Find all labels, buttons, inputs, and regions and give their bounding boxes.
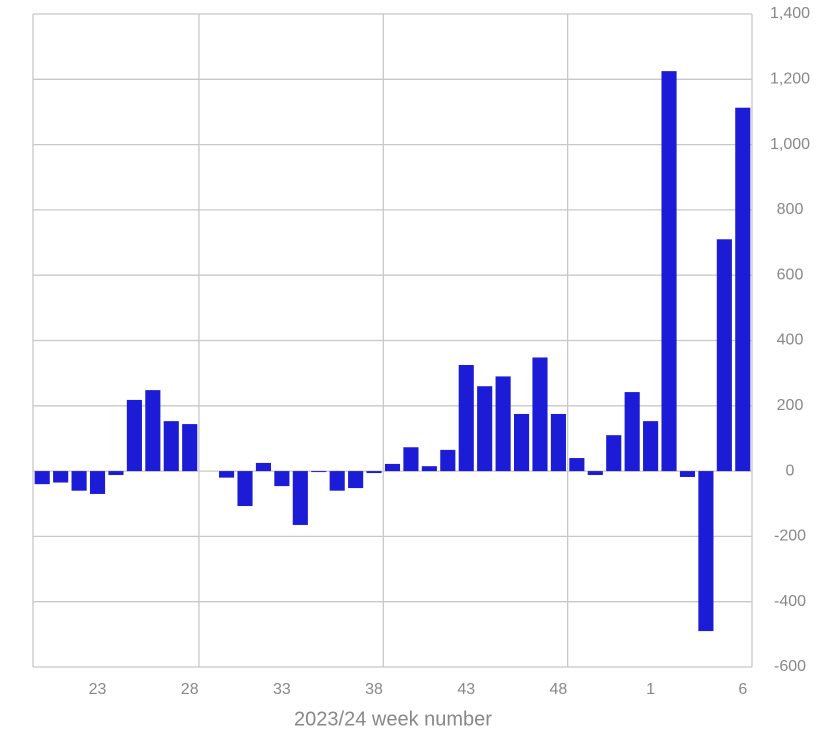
x-tick-label: 1 — [646, 681, 655, 698]
y-tick-label: 200 — [777, 397, 804, 414]
bar — [108, 471, 124, 476]
y-tick-label: 600 — [777, 266, 804, 283]
bar — [274, 471, 290, 487]
y-tick-label: 1,200 — [770, 71, 810, 88]
bar — [384, 463, 401, 472]
y-tick-label: 800 — [777, 201, 804, 218]
bar — [458, 364, 474, 472]
bar — [440, 449, 456, 472]
x-axis-label: 2023/24 week number — [294, 708, 492, 730]
bar — [219, 471, 235, 478]
x-tick-label: 43 — [457, 681, 475, 698]
bar — [403, 447, 419, 472]
bar — [366, 471, 382, 474]
y-tick-label: 1,400 — [770, 5, 810, 22]
bar — [71, 471, 87, 491]
bar — [145, 390, 161, 472]
x-tick-label: 6 — [738, 681, 747, 698]
bar — [550, 413, 566, 472]
bar — [735, 107, 751, 472]
bar — [532, 357, 548, 472]
bar — [661, 71, 677, 472]
y-tick-label: -400 — [774, 593, 806, 610]
bar — [292, 471, 308, 525]
bar — [126, 399, 142, 472]
bar — [329, 471, 345, 491]
bar — [495, 376, 511, 472]
bar — [587, 471, 603, 476]
x-tick-label: 23 — [89, 681, 107, 698]
bar — [182, 424, 198, 472]
bar — [643, 421, 659, 472]
y-tick-label: 1,000 — [770, 136, 810, 153]
y-tick-label: 400 — [777, 332, 804, 349]
bar — [624, 392, 640, 472]
bar — [679, 471, 696, 477]
bar — [53, 471, 69, 483]
x-tick-label: 33 — [273, 681, 291, 698]
bar — [237, 471, 253, 507]
bar — [255, 462, 272, 472]
x-tick-label: 38 — [365, 681, 383, 698]
bar — [421, 466, 437, 472]
bar — [89, 471, 106, 494]
bar — [34, 471, 50, 485]
x-tick-label: 48 — [550, 681, 568, 698]
bar — [716, 239, 732, 472]
bar — [513, 413, 530, 472]
y-tick-label: -200 — [774, 528, 806, 545]
bar — [698, 471, 714, 632]
x-tick-label: 28 — [181, 681, 199, 698]
bar — [477, 386, 493, 472]
y-tick-label: -600 — [774, 658, 806, 675]
y-tick-label: 0 — [786, 462, 795, 479]
bar — [606, 435, 622, 472]
bar — [163, 421, 179, 472]
bar — [311, 471, 327, 473]
bar — [348, 471, 364, 489]
bar — [569, 458, 585, 472]
